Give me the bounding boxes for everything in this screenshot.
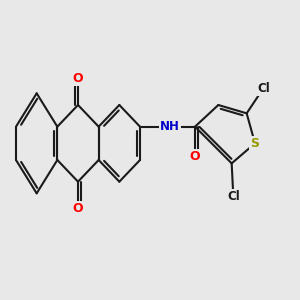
Text: Cl: Cl	[227, 190, 240, 203]
Text: O: O	[73, 72, 83, 85]
Text: O: O	[190, 150, 200, 163]
Text: Cl: Cl	[257, 82, 270, 95]
Text: NH: NH	[160, 120, 180, 133]
Text: S: S	[250, 137, 260, 150]
Text: O: O	[73, 202, 83, 215]
